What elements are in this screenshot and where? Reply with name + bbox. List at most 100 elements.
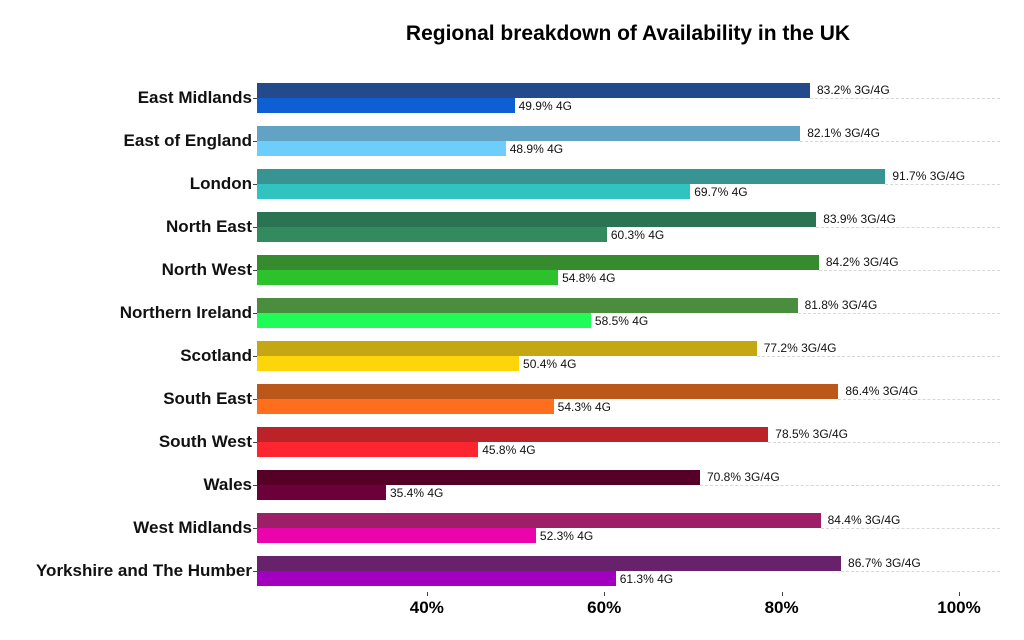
gridline [885, 184, 1000, 185]
data-label-3g4g: 77.2% 3G/4G [763, 341, 837, 355]
gridline [756, 356, 1000, 357]
category-label: North West [161, 260, 252, 279]
gridline [809, 98, 1000, 99]
y-tick [253, 442, 257, 443]
category-label: East Midlands [137, 88, 252, 107]
category-row: North West 84.2% 3G/4G 54.8% 4G [0, 255, 1024, 285]
data-label-4g: 45.8% 4G [482, 443, 536, 457]
y-tick [253, 399, 257, 400]
bar-4g [257, 313, 591, 328]
x-tick [604, 592, 606, 596]
category-label: Wales [203, 475, 252, 494]
bar-4g [257, 184, 691, 199]
data-label-4g: 52.3% 4G [539, 529, 594, 543]
data-label-3g4g: 83.9% 3G/4G [823, 212, 896, 226]
category-row: London 91.7% 3G/4G 69.7% 4G [0, 169, 1024, 199]
x-tick [959, 592, 960, 596]
category-row: West Midlands 84.4% 3G/4G 52.3% 4G [0, 513, 1024, 543]
category-label: London [189, 174, 252, 193]
category-row: Wales 70.8% 3G/4G 35.4% 4G [0, 470, 1024, 500]
data-label-4g: 35.4% 4G [389, 486, 444, 500]
category-row: Northern Ireland 81.8% 3G/4G 58.5% 4G [0, 298, 1024, 328]
gridline [768, 442, 1000, 443]
y-tick [253, 571, 257, 572]
y-tick [253, 528, 257, 529]
category-row: South East 86.4% 3G/4G 54.3% 4G [0, 384, 1024, 414]
bar-3g4g [257, 298, 798, 313]
data-label-4g: 69.7% 4G [694, 185, 748, 199]
bar-3g4g [257, 126, 801, 141]
category-row: East of England 82.1% 3G/4G 48.9% 4G [0, 126, 1024, 156]
category-label: South East [163, 389, 252, 408]
data-label-4g: 58.5% 4G [594, 314, 649, 328]
bar-3g4g [257, 212, 817, 227]
y-tick [253, 485, 257, 486]
y-tick [253, 227, 257, 228]
gridline [699, 485, 1000, 486]
y-tick [253, 270, 257, 271]
bar-3g4g [257, 427, 769, 442]
data-label-3g4g: 82.1% 3G/4G [807, 126, 880, 140]
gridline [820, 528, 1000, 529]
y-tick [253, 313, 257, 314]
category-label: Scotland [180, 346, 252, 365]
bar-3g4g [257, 513, 821, 528]
category-row: East Midlands 83.2% 3G/4G 49.9% 4G [0, 83, 1024, 113]
category-label: East of England [123, 131, 252, 150]
x-tick-label: 60% [587, 598, 622, 617]
x-tick-label: 100% [937, 598, 981, 617]
bar-4g [257, 442, 479, 457]
gridline [797, 313, 1000, 314]
bar-4g [257, 98, 515, 113]
bar-4g [257, 399, 554, 414]
bar-4g [257, 356, 520, 371]
x-tick [426, 592, 428, 596]
category-row: Yorkshire and The Humber 86.7% 3G/4G 61.3%… [0, 556, 1024, 586]
gridline [818, 270, 1000, 271]
data-label-3g4g: 81.8% 3G/4G [804, 298, 878, 312]
data-label-3g4g: 86.4% 3G/4G [845, 384, 919, 398]
gridline [800, 141, 1000, 142]
category-label: North East [166, 217, 252, 236]
bar-4g [257, 485, 386, 500]
y-tick [253, 356, 257, 357]
category-label: Yorkshire and The Humber [35, 561, 252, 580]
y-tick [253, 98, 257, 99]
data-label-4g: 48.9% 4G [509, 142, 564, 156]
category-label: West Midlands [133, 518, 252, 537]
category-label: Northern Ireland [119, 303, 252, 322]
data-label-3g4g: 91.7% 3G/4G [892, 169, 966, 183]
bar-3g4g [257, 255, 819, 270]
gridline [816, 227, 1000, 228]
bar-4g [257, 270, 559, 285]
category-row: Scotland 77.2% 3G/4G 50.4% 4G [0, 341, 1024, 371]
bar-3g4g [257, 470, 700, 485]
bar-3g4g [257, 341, 757, 356]
bar-3g4g [257, 83, 810, 98]
data-label-4g: 60.3% 4G [610, 228, 665, 242]
data-label-3g4g: 78.5% 3G/4G [775, 427, 848, 441]
data-label-3g4g: 70.8% 3G/4G [706, 470, 780, 484]
y-tick [253, 141, 257, 142]
category-row: South West 78.5% 3G/4G 45.8% 4G [0, 427, 1024, 457]
y-tick [253, 184, 257, 185]
category-row: North East 83.9% 3G/4G 60.3% 4G [0, 212, 1024, 242]
category-label: South West [158, 432, 252, 451]
bar-4g [257, 571, 616, 586]
gridline [838, 399, 1000, 400]
x-tick-label: 40% [409, 598, 444, 617]
data-label-4g: 61.3% 4G [619, 572, 674, 586]
data-label-4g: 49.9% 4G [518, 99, 572, 113]
data-label-4g: 54.3% 4G [557, 400, 612, 414]
data-label-3g4g: 84.2% 3G/4G [825, 255, 899, 269]
data-label-4g: 50.4% 4G [523, 357, 577, 371]
gridline [841, 571, 1000, 572]
data-label-3g4g: 86.7% 3G/4G [848, 556, 921, 570]
bar-4g [257, 528, 536, 543]
chart-title: Regional breakdown of Availability in th… [405, 22, 851, 45]
data-label-3g4g: 84.4% 3G/4G [827, 513, 901, 527]
x-tick [781, 592, 783, 596]
data-label-3g4g: 83.2% 3G/4G [816, 83, 890, 97]
x-tick-label: 80% [764, 598, 799, 617]
